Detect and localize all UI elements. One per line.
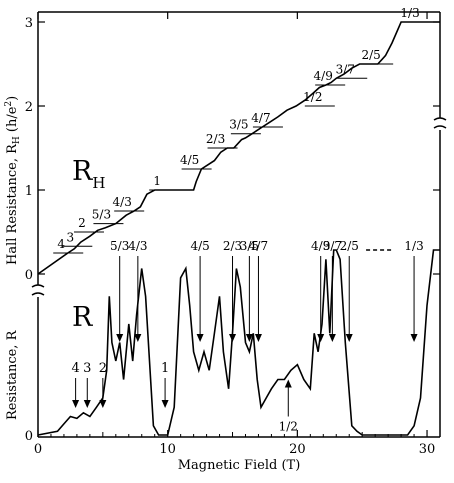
plateau-label: 4/3: [113, 195, 132, 209]
arrow-label: 3: [83, 361, 91, 376]
arrow-label: 1/2: [279, 420, 298, 434]
axis-break-right: [433, 117, 447, 129]
arrow-head: [83, 400, 91, 408]
arrow-head: [328, 334, 336, 342]
hall-panel-label-main: R: [72, 156, 93, 187]
arrow-label: 3/7: [323, 239, 342, 253]
arrow-head: [410, 334, 418, 342]
y-axis-label-hall: Hall Resistance, RH (h/e2): [4, 96, 22, 265]
arrow-head: [116, 334, 124, 342]
y-axis-label-hall-sub: H: [12, 136, 22, 144]
y-axis-label-hall-close: ): [5, 96, 20, 101]
y-axis-label-resistance: Resistance, R: [5, 329, 20, 420]
arrow-head: [134, 334, 142, 342]
arrow-label: 4/7: [249, 239, 268, 253]
arrow-label: 1/3: [404, 239, 423, 253]
y-tick-label-resistance: 0: [25, 429, 33, 444]
x-tick-label: 10: [159, 442, 176, 457]
arrow-head: [229, 334, 237, 342]
arrow-label: 4: [71, 361, 79, 376]
arrow-head: [72, 400, 80, 408]
arrow-head: [317, 334, 325, 342]
x-tick-label: 0: [34, 442, 42, 457]
arrow-label: 5/3: [110, 239, 129, 253]
resistance-panel-label: R: [72, 302, 93, 333]
axis-break-left: [31, 284, 45, 296]
plateau-label: 4/5: [180, 153, 199, 167]
arrow-label: 1: [161, 361, 169, 376]
y-tick-label-hall: 1: [25, 184, 33, 199]
arrow-head: [99, 400, 107, 408]
arrow-label: 3/5: [240, 239, 259, 253]
plateau-label: 3: [66, 230, 74, 244]
axes: [31, 11, 447, 438]
plateau-label: 2/3: [206, 132, 225, 146]
x-axis-label: Magnetic Field (T): [178, 458, 301, 473]
y-tick-label-hall: 3: [25, 16, 33, 31]
plateau-label: 1: [153, 174, 161, 188]
plateau-label: 2: [78, 216, 86, 230]
arrow-head: [254, 334, 262, 342]
arrow-head: [196, 334, 204, 342]
hall-panel-label: RH: [72, 156, 105, 192]
x-tick-label: 30: [419, 442, 436, 457]
arrow-annotations: 1/3 2/53/74/9 4/73/52/3 4/5 1 4/35/3 234 1/2: [71, 239, 423, 434]
plateau-label: 1/3: [400, 6, 419, 20]
arrow-label: 4/5: [190, 239, 209, 253]
arrow-head: [345, 334, 353, 342]
plateau-label: 3/5: [229, 118, 248, 132]
x-tick-label: 20: [289, 442, 306, 457]
plateau-label: 4/9: [314, 69, 333, 83]
y-tick-label-hall: 0: [25, 268, 33, 283]
plateau-label: 4/7: [251, 111, 270, 125]
plateau-label: 1/2: [303, 90, 322, 104]
curves: [37, 21, 440, 436]
y-axis-label-hall-main: Hall Resistance, R: [5, 143, 20, 265]
arrow-head: [161, 400, 169, 408]
arrow-head: [245, 334, 253, 342]
series-r: [37, 249, 440, 436]
y-axis-label-hall-unit: (h/e: [5, 106, 20, 136]
y-axis-label-hall-exp: 2: [4, 101, 14, 107]
arrow-label: 4/9: [311, 239, 330, 253]
plateau-label: 5/3: [92, 208, 111, 222]
plateau-label: 2/5: [362, 48, 381, 62]
series-r-h: [37, 21, 440, 275]
plateau-label: 4: [57, 237, 65, 251]
hall-panel-label-sub: H: [92, 174, 105, 192]
arrow-label: 2/3: [223, 239, 242, 253]
arrow-label: 2: [99, 361, 107, 376]
arrow-label: 2/5: [340, 239, 359, 253]
plateau-label: 3/7: [336, 62, 355, 76]
arrow-head: [284, 379, 292, 388]
y-tick-label-hall: 2: [25, 100, 33, 115]
arrow-label: 4/3: [128, 239, 147, 253]
